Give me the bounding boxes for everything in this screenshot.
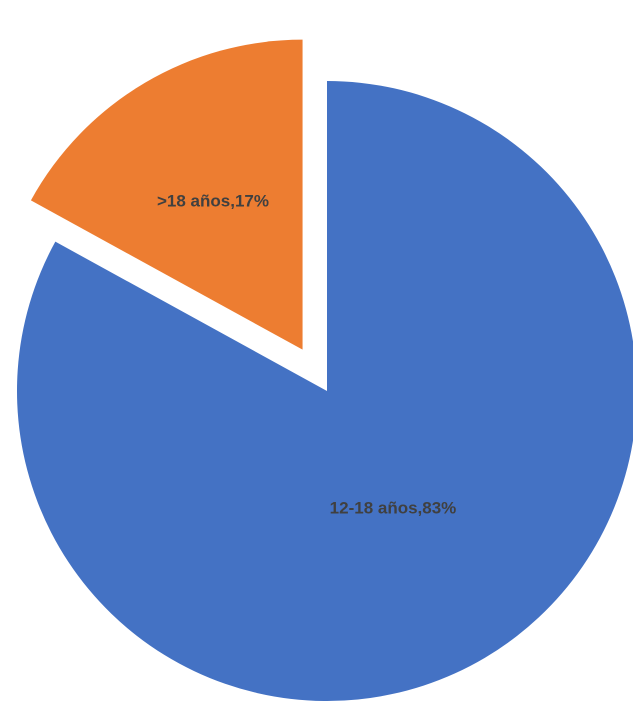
pie-slice-over-18 (30, 39, 303, 350)
pie-slices (17, 39, 633, 701)
slice-label-12-18: 12-18 años,83% (330, 498, 457, 517)
pie-slice-12-18 (17, 81, 633, 701)
slice-label-over-18: >18 años,17% (157, 191, 269, 210)
